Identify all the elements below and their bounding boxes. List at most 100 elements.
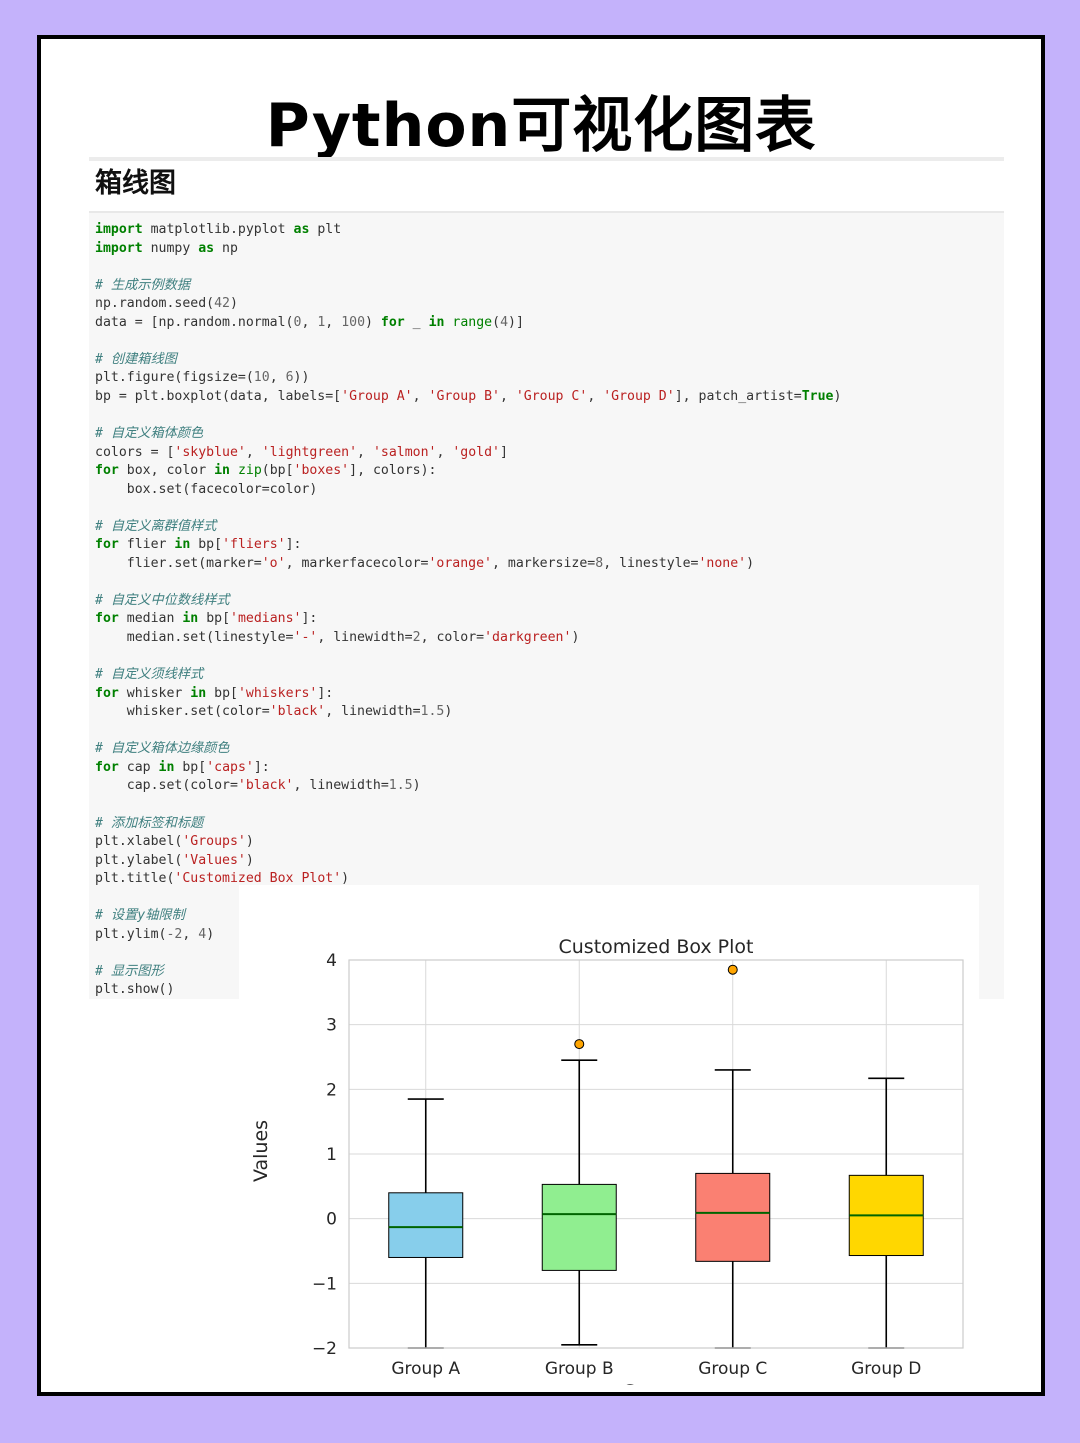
code-token: plt.show()	[95, 982, 175, 998]
y-tick-label: −2	[312, 1339, 337, 1359]
code-token: 'whiskers'	[237, 685, 318, 701]
code-token: import	[95, 222, 143, 237]
code-token: ]:	[301, 611, 318, 627]
code-token: 'Group A'	[341, 388, 413, 404]
code-token: plt.ylim(	[95, 926, 167, 942]
code-token: 'Values'	[182, 852, 246, 868]
code-token: 'fliers'	[222, 537, 286, 553]
card: Python可视化图表 箱线图 import matplotlib.pyplot…	[37, 35, 1045, 1396]
code-token: as	[293, 222, 310, 237]
code-token: )	[229, 296, 238, 312]
section-title: 箱线图	[95, 168, 176, 199]
code-token: 'medians'	[230, 611, 302, 627]
code-token: 'gold'	[452, 444, 500, 460]
code-line: for median in bp['medians']:	[95, 610, 841, 629]
code-token: for	[380, 314, 405, 330]
code-line	[95, 406, 841, 425]
code-token: ,	[436, 444, 453, 460]
code-token: bp = plt.boxplot(data, labels=[	[95, 388, 342, 404]
code-line: plt.figure(figsize=(10, 6))	[95, 369, 841, 388]
code-token: whisker.set(color=	[95, 704, 270, 720]
code-token: # 创建箱线图	[95, 351, 177, 367]
code-token: 'lightgreen'	[261, 444, 358, 460]
code-token: box, color	[118, 463, 215, 479]
code-token: 42	[214, 296, 230, 312]
code-token: 'skyblue'	[174, 444, 246, 460]
page-title: Python可视化图表	[265, 91, 817, 161]
plot-frame	[348, 959, 964, 1349]
code-token: flier	[118, 537, 175, 553]
code-line: # 生成示例数据	[95, 277, 841, 296]
code-token: # 自定义箱体边缘颜色	[95, 741, 230, 757]
chart-title: Customized Box Plot	[558, 936, 753, 958]
code-line: data = [np.random.normal(0, 1, 100) for …	[95, 314, 841, 333]
code-line: plt.xlabel('Groups')	[95, 833, 841, 852]
code-token: 2	[412, 630, 421, 646]
code-token: plt.figure(figsize=(	[95, 370, 254, 386]
code-line	[95, 258, 841, 277]
code-token: bp[	[206, 685, 238, 701]
code-token: _	[404, 314, 429, 330]
code-token: )	[245, 852, 254, 868]
code-token: 100	[341, 314, 366, 330]
outlier-point	[574, 1039, 585, 1050]
code-line	[95, 332, 841, 351]
code-token: bp[	[174, 759, 207, 775]
code-token: ,	[269, 370, 286, 386]
code-line: for cap in bp['caps']:	[95, 759, 841, 778]
code-token: -2	[166, 926, 183, 942]
y-axis-label: Values	[250, 1120, 272, 1182]
box-group-a	[388, 1192, 464, 1258]
code-token: )	[444, 704, 453, 720]
code-token: ,	[357, 444, 373, 460]
code-line: for flier in bp['fliers']:	[95, 536, 841, 555]
code-token: ,	[587, 388, 604, 404]
y-tick-label: 4	[326, 951, 337, 971]
code-line: import matplotlib.pyplot as plt	[95, 221, 841, 240]
outlier-point	[727, 964, 738, 975]
code-token: numpy	[142, 240, 199, 256]
code-token: ]:	[285, 537, 302, 553]
code-token: ,	[245, 444, 262, 460]
code-token: '-'	[293, 630, 318, 646]
code-token: , linewidth=	[325, 704, 421, 720]
code-line: # 添加标签和标题	[95, 815, 841, 834]
box-group-b	[541, 1183, 617, 1271]
code-token: # 添加标签和标题	[95, 815, 204, 831]
code-token: , linewidth=	[317, 630, 413, 646]
code-token: )	[206, 926, 215, 942]
code-token: (bp[	[261, 463, 294, 479]
code-token: ,	[499, 388, 516, 404]
code-token: in	[190, 685, 207, 701]
code-panel: import matplotlib.pyplot as plt import nu…	[89, 211, 1004, 999]
code-token: )	[365, 314, 381, 330]
code-token: colors = [	[95, 444, 175, 460]
code-token: import	[95, 240, 143, 256]
code-token: 0	[293, 314, 302, 330]
x-axis-label: Groups	[622, 1381, 690, 1385]
code-token: # 自定义中位数线样式	[95, 592, 230, 608]
code-line: median.set(linestyle='-', linewidth=2, c…	[95, 629, 841, 648]
code-token: np.random.seed(	[95, 296, 215, 312]
code-token: bp[	[198, 611, 231, 627]
code-token: 'caps'	[206, 759, 254, 775]
code-token: in	[174, 537, 191, 553]
code-token: )]	[508, 314, 524, 330]
code-line: plt.show()	[95, 981, 841, 1000]
code-token: )	[245, 834, 254, 850]
code-token: 'Customized Box Plot'	[174, 871, 342, 887]
x-tick-label: Group B	[545, 1359, 614, 1379]
code-token: plt	[309, 222, 342, 237]
chart-area: −2 −1 0 1 2 3 4 Group A Group B Group C Group D Cus…	[239, 885, 979, 1385]
code-line: np.random.seed(42)	[95, 295, 841, 314]
code-token: 4	[198, 926, 207, 942]
code-token: , linestyle=	[603, 555, 699, 571]
code-token: 'none'	[698, 555, 747, 571]
code-token: ]:	[253, 759, 270, 775]
code-token: )	[412, 778, 421, 794]
code-token: data = [np.random.normal(	[95, 314, 294, 330]
code-line: # 显示图形	[95, 963, 841, 982]
box-group-c	[695, 1172, 771, 1262]
code-token: 1.5	[420, 704, 445, 720]
code-token: as	[198, 240, 215, 256]
